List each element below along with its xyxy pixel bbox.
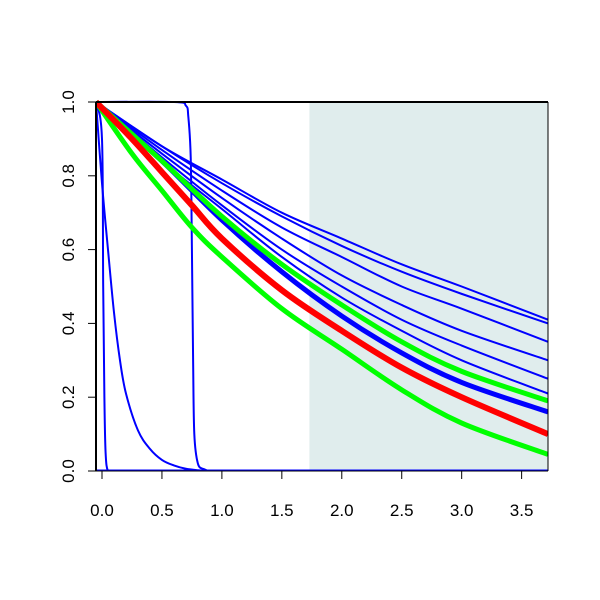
series-line-11: [96, 100, 548, 404]
x-tick-label-0: 0.0: [90, 501, 114, 520]
series-line-13: [96, 99, 548, 437]
series-line-2: [96, 100, 222, 471]
x-tick-label-7: 3.5: [510, 501, 534, 520]
series-line-5: [96, 101, 548, 325]
y-tick-label-1: 0.2: [59, 385, 78, 409]
series-line-12: [96, 100, 548, 457]
x-tick-label-3: 1.5: [270, 501, 294, 520]
series-line-1: [96, 101, 210, 471]
series-line-8: [96, 101, 548, 380]
y-tick-label-3: 0.6: [59, 238, 78, 262]
x-tick-label-4: 2.0: [330, 501, 354, 520]
series-line-7: [96, 101, 548, 362]
y-tick-label-2: 0.4: [59, 312, 78, 336]
y-tick-label-0: 0.0: [59, 459, 78, 483]
plot-area: [96, 99, 548, 471]
y-tick-label-4: 0.8: [59, 164, 78, 188]
axes: 0.0 0.5 1.0 1.5 2.0 2.5 3.0 3.5 0.0 0.2 0.4 0.6 0.8 1…: [59, 90, 549, 520]
shaded-region: [309, 102, 548, 471]
x-tick-label-6: 3.0: [450, 501, 474, 520]
series-group: [96, 99, 548, 471]
x-tick-label-5: 2.5: [390, 501, 414, 520]
y-tick-label-5: 1.0: [59, 90, 78, 114]
x-tick-label-2: 1.0: [210, 501, 234, 520]
x-tick-label-1: 0.5: [150, 501, 174, 520]
series-line-6: [96, 101, 548, 343]
